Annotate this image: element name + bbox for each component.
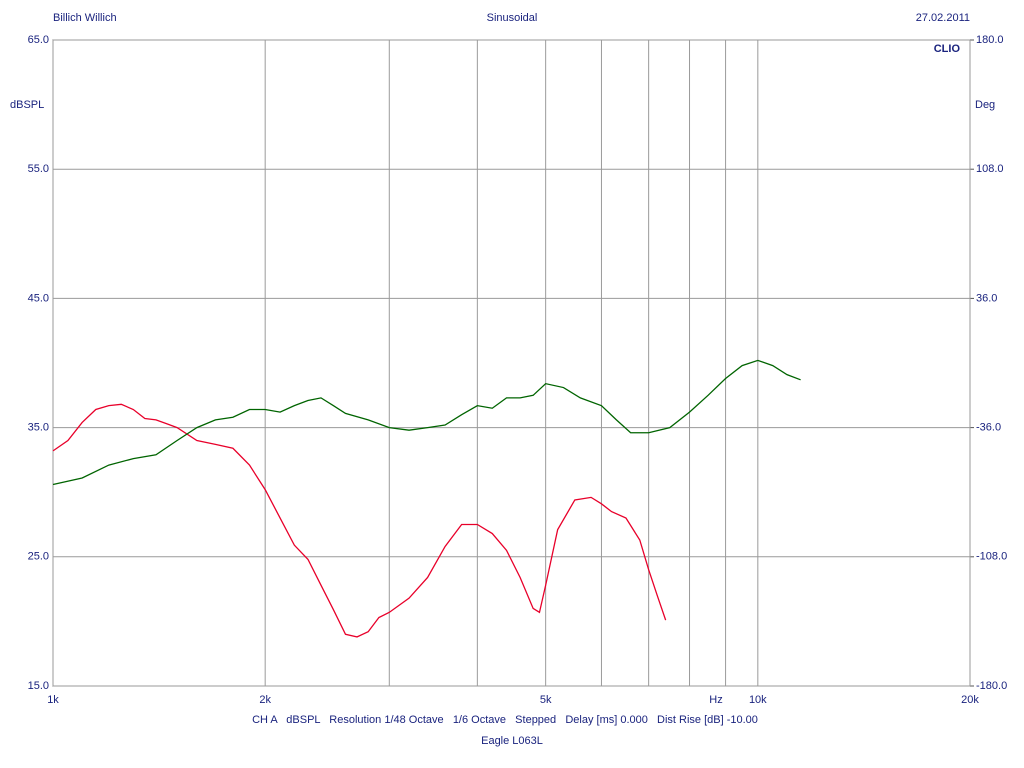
x-tick-label: 5k (540, 694, 552, 706)
plot-frame (52, 39, 971, 687)
x-tick-label: 1k (47, 694, 59, 706)
y2-tick-label: -180.0 (976, 680, 1007, 692)
date: 27.02.2011 (916, 12, 970, 24)
brand: CLIO (934, 43, 961, 55)
y-tick-label: 15.0 (28, 680, 49, 692)
chart-title: Sinusoidal (487, 12, 538, 24)
y-tick-label: 45.0 (28, 292, 49, 304)
y-tick-label: 55.0 (28, 163, 49, 175)
y2-axis-label: Deg (975, 99, 995, 111)
series-line (52, 359, 801, 486)
subtitle: Eagle L063L (481, 735, 543, 747)
x-tick-label: 10k (749, 694, 767, 706)
x-tick-label: 20k (961, 694, 979, 706)
y2-tick-label: -108.0 (976, 551, 1007, 563)
header-left: Billich Willich (53, 12, 117, 24)
y-axis-label: dBSPL (10, 99, 44, 111)
y-tick-label: 25.0 (28, 551, 49, 563)
y-tick-label: 35.0 (28, 422, 49, 434)
footer: CH A dBSPL Resolution 1/48 Octave 1/6 Oc… (252, 714, 758, 726)
y-tick-label: 65.0 (28, 34, 49, 46)
series-line (52, 403, 667, 638)
y2-tick-label: -36.0 (976, 422, 1001, 434)
y2-tick-label: 180.0 (976, 34, 1004, 46)
y2-tick-label: 36.0 (976, 292, 997, 304)
x-axis-label: Hz (709, 694, 722, 706)
x-tick-label: 2k (259, 694, 271, 706)
y2-tick-label: 108.0 (976, 163, 1004, 175)
